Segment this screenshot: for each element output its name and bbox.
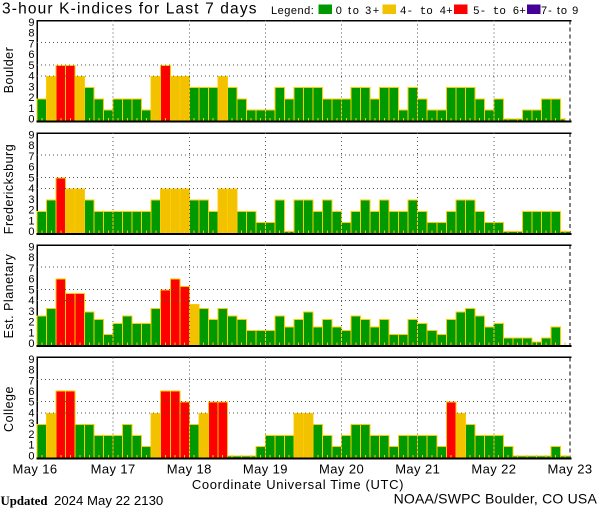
svg-text:2: 2 xyxy=(28,92,34,104)
svg-text:8: 8 xyxy=(28,28,34,40)
svg-text:0: 0 xyxy=(28,450,34,462)
svg-text:7: 7 xyxy=(28,375,34,387)
svg-text:4- to 4+: 4- to 4+ xyxy=(400,6,453,18)
svg-text:2: 2 xyxy=(28,429,34,441)
svg-text:May 16: May 16 xyxy=(12,462,57,477)
svg-text:7: 7 xyxy=(28,38,34,50)
svg-text:5: 5 xyxy=(28,60,34,72)
svg-text:Est. Planetary: Est. Planetary xyxy=(2,253,16,338)
svg-text:3: 3 xyxy=(28,418,34,430)
svg-text:1: 1 xyxy=(28,215,34,227)
svg-text:0 to 3+: 0 to 3+ xyxy=(336,5,381,17)
svg-text:5: 5 xyxy=(28,284,34,296)
svg-text:Legend:: Legend: xyxy=(271,5,314,17)
svg-text:0: 0 xyxy=(28,114,34,126)
svg-text:1: 1 xyxy=(28,327,34,339)
svg-text:2: 2 xyxy=(28,317,34,329)
svg-text:6: 6 xyxy=(28,274,34,286)
svg-text:5: 5 xyxy=(28,397,34,409)
svg-text:3: 3 xyxy=(28,81,34,93)
svg-text:9: 9 xyxy=(28,242,34,254)
svg-text:3: 3 xyxy=(28,306,34,318)
svg-text:0: 0 xyxy=(28,338,34,350)
svg-text:4: 4 xyxy=(28,295,34,307)
svg-text:May 20: May 20 xyxy=(319,462,364,477)
svg-text:5: 5 xyxy=(28,172,34,184)
svg-text:0: 0 xyxy=(28,226,34,238)
svg-text:2: 2 xyxy=(28,205,34,217)
svg-text:Coordinate Universal Time (UTC: Coordinate Universal Time (UTC) xyxy=(192,477,404,492)
svg-text:2024 May 22 2130: 2024 May 22 2130 xyxy=(54,493,163,508)
svg-text:NOAA/SWPC Boulder, CO USA: NOAA/SWPC Boulder, CO USA xyxy=(394,491,598,507)
svg-text:May 19: May 19 xyxy=(243,462,288,477)
svg-text:May 21: May 21 xyxy=(395,462,440,477)
svg-text:Boulder: Boulder xyxy=(2,47,16,94)
svg-text:6: 6 xyxy=(28,162,34,174)
svg-text:6: 6 xyxy=(28,386,34,398)
svg-text:8: 8 xyxy=(28,365,34,377)
svg-text:4: 4 xyxy=(28,183,34,195)
svg-text:Updated: Updated xyxy=(1,494,48,508)
svg-text:May 23: May 23 xyxy=(547,462,592,477)
svg-text:College: College xyxy=(2,386,16,432)
svg-text:9: 9 xyxy=(28,354,34,366)
svg-text:1: 1 xyxy=(28,103,34,115)
svg-text:6: 6 xyxy=(28,49,34,61)
svg-text:4: 4 xyxy=(28,407,34,419)
svg-text:5- to 6+: 5- to 6+ xyxy=(473,6,526,18)
svg-text:8: 8 xyxy=(28,252,34,264)
svg-text:3: 3 xyxy=(28,194,34,206)
svg-text:Fredericksburg: Fredericksburg xyxy=(2,144,16,234)
svg-text:4: 4 xyxy=(28,71,34,83)
svg-text:8: 8 xyxy=(28,140,34,152)
svg-text:9: 9 xyxy=(28,17,34,29)
svg-text:3-hour K-indices for Last 7 da: 3-hour K-indices for Last 7 days xyxy=(2,1,258,18)
svg-text:May 22: May 22 xyxy=(471,462,516,477)
svg-text:May 17: May 17 xyxy=(91,462,136,477)
svg-text:7: 7 xyxy=(28,263,34,275)
svg-text:7- to 9: 7- to 9 xyxy=(541,5,579,17)
svg-text:9: 9 xyxy=(28,130,34,142)
svg-text:May 18: May 18 xyxy=(167,462,212,477)
svg-text:1: 1 xyxy=(28,440,34,452)
svg-text:7: 7 xyxy=(28,151,34,163)
